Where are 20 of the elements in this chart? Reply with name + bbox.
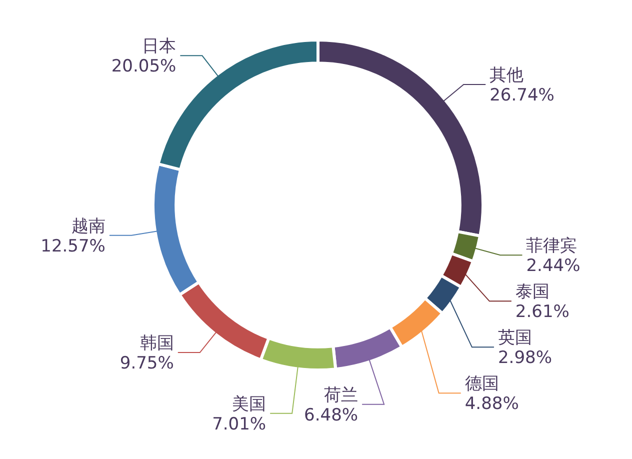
slice-label: 韩国 bbox=[140, 334, 174, 354]
data-label: 4.88% bbox=[464, 394, 519, 414]
data-label: 9.75% bbox=[120, 354, 174, 374]
data-label: 2.44% bbox=[526, 256, 580, 276]
slice-label: 英国 bbox=[498, 328, 532, 348]
slice-label: 泰国 bbox=[515, 282, 550, 302]
data-label: 26.74% bbox=[490, 86, 554, 106]
data-label: 12.57% bbox=[40, 236, 106, 256]
data-label: 20.05% bbox=[111, 56, 176, 77]
data-label: 2.61% bbox=[515, 302, 570, 322]
data-label: 7.01% bbox=[212, 414, 266, 434]
slice-label: 其他 bbox=[490, 66, 524, 86]
slice-label: 荷兰 bbox=[324, 385, 358, 406]
slice-label: 菲律宾 bbox=[526, 236, 578, 256]
slice-label: 日本 bbox=[142, 36, 176, 57]
data-label: 2.98% bbox=[498, 348, 552, 368]
slice-label: 越南 bbox=[71, 216, 106, 236]
slice-label: 美国 bbox=[232, 394, 266, 414]
slice-label: 德国 bbox=[464, 374, 499, 394]
data-label: 6.48% bbox=[304, 405, 358, 426]
